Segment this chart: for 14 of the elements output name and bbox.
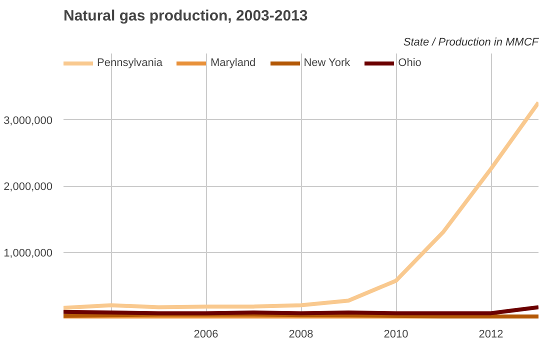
legend-label: New York: [304, 57, 350, 69]
y-tick-label: 2,000,000: [4, 181, 52, 193]
chart-title: Natural gas production, 2003-2013: [64, 8, 308, 24]
x-tick-label: 2012: [478, 328, 504, 340]
x-tick-label: 2006: [194, 328, 218, 340]
chart-subtitle: State / Production in MMCF: [403, 36, 540, 48]
y-tick-label: 1,000,000: [4, 247, 52, 260]
legend-label: Pennsylvania: [97, 57, 162, 69]
y-tick-label: 3,000,000: [4, 114, 52, 127]
legend-label: Ohio: [398, 57, 422, 69]
legend-label: Maryland: [210, 57, 256, 69]
x-tick-label: 2008: [288, 328, 314, 340]
x-tick-label: 2010: [384, 328, 408, 340]
line-series: [64, 100, 538, 310]
